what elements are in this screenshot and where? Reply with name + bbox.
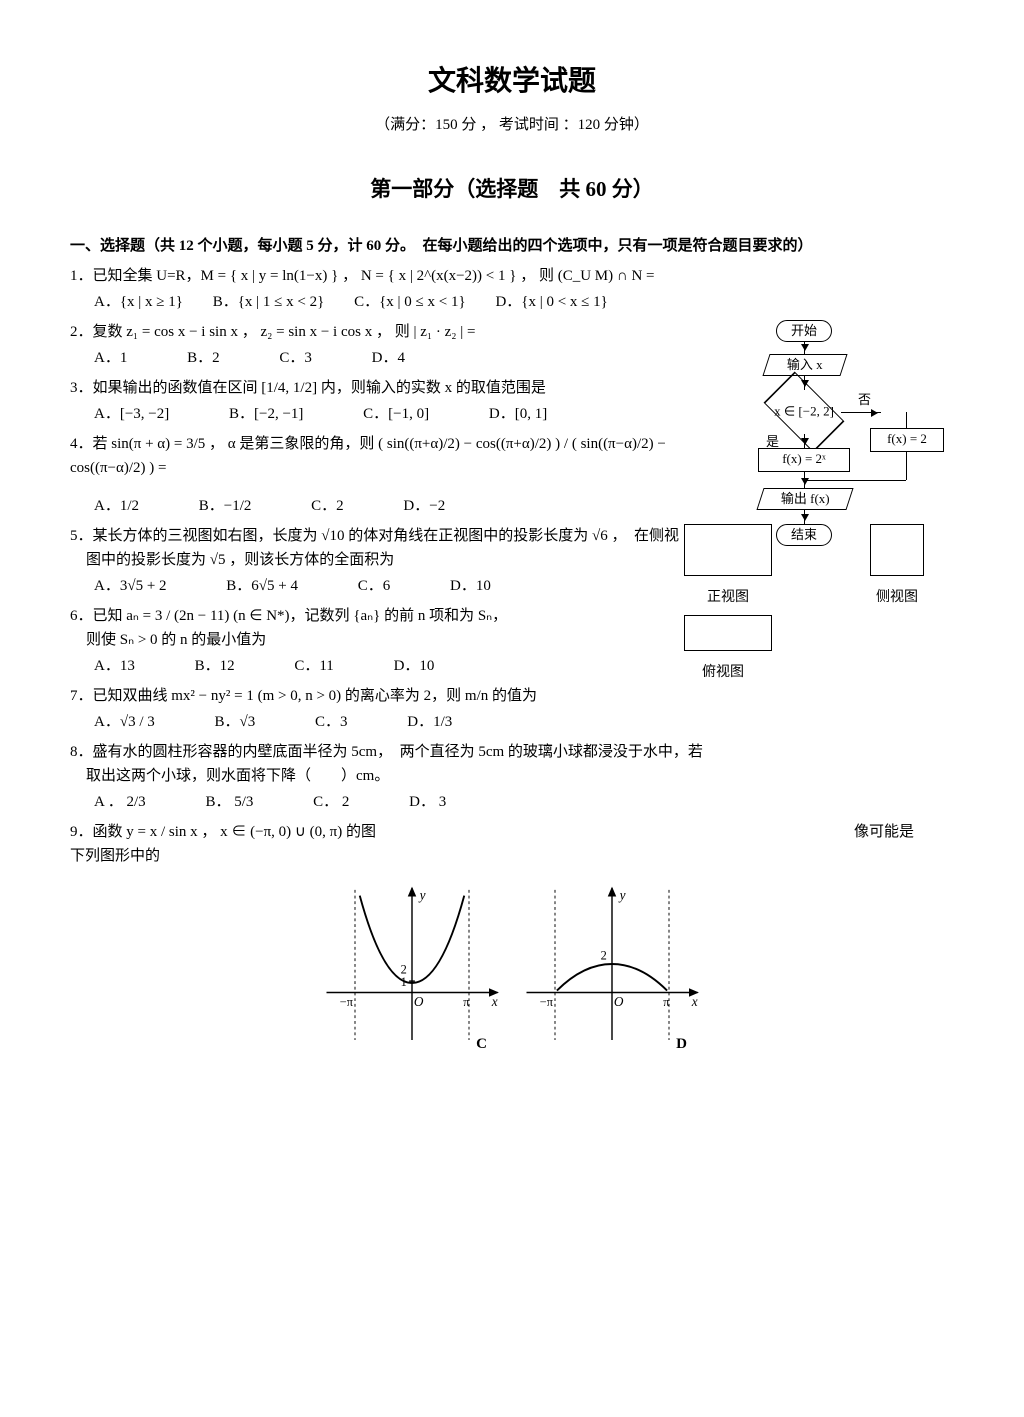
- q4-opt-d: D．−2: [403, 494, 445, 518]
- q2-opt-b: B．2: [187, 346, 220, 370]
- q5-opt-c: C．6: [358, 574, 391, 598]
- q7-opt-a: A．√3 / 3: [94, 710, 155, 734]
- q8-opt-c: C． 2: [313, 790, 349, 814]
- q5-text2: 图中的投影长度为 √5 ，则该长方体的全面积为: [86, 548, 694, 572]
- q9-graphs: y x O −π π 2 1 C y x O −π π: [70, 874, 954, 1054]
- svg-text:y: y: [418, 888, 426, 903]
- section-instructions: 一、选择题（共 12 个小题，每小题 5 分，计 60 分。 在每小题给出的四个…: [70, 234, 954, 258]
- q2-opt-c: C．3: [279, 346, 312, 370]
- q3-opt-c: C．[−1, 0]: [363, 402, 429, 426]
- q7-opt-b: B．√3: [214, 710, 255, 734]
- q4-text: 4．若 sin(π + α) = 3/5 ， α 是第三象限的角，则 ( sin…: [70, 432, 734, 492]
- q6-text2: 则使 Sₙ > 0 的 n 的最小值为: [86, 628, 694, 652]
- q5-opt-b: B．6√5 + 4: [226, 574, 298, 598]
- q2-opt-d: D．4: [372, 346, 405, 370]
- svg-text:x: x: [691, 994, 698, 1009]
- q7-options: A．√3 / 3 B．√3 C．3 D．1/3: [94, 710, 954, 734]
- page-subtitle: （满分：150 分 ， 考试时间 ：120 分钟）: [70, 113, 954, 137]
- q1-opt-b: B．{x | 1 ≤ x < 2}: [213, 290, 325, 314]
- svg-text:−π: −π: [540, 995, 554, 1009]
- q5-opt-d: D．10: [450, 574, 491, 598]
- q9-text3: 下列图形中的: [70, 844, 954, 868]
- part-title: 第一部分（选择题 共 60 分）: [70, 173, 954, 207]
- q8-opt-d: D． 3: [409, 790, 446, 814]
- svg-text:x: x: [491, 994, 498, 1009]
- q1-opt-a: A．{x | x ≥ 1}: [94, 290, 183, 314]
- q9-text2: 像可能是: [854, 820, 914, 844]
- q9-graph-d-label: D: [676, 1032, 687, 1056]
- q4-opt-c: C．2: [311, 494, 344, 518]
- question-5: 5．某长方体的三视图如右图，长度为 √10 的体对角线在正视图中的投影长度为 √…: [70, 524, 954, 598]
- q8-opt-a: A ． 2/3: [94, 790, 146, 814]
- question-7: 7．已知双曲线 mx² − ny² = 1 (m > 0, n > 0) 的离心…: [70, 684, 954, 734]
- q2-options: A．1 B．2 C．3 D．4: [94, 346, 734, 370]
- question-6: 6．已知 aₙ = 3 / (2n − 11) (n ∈ N*)，记数列 {aₙ…: [70, 604, 954, 678]
- q6-options: A．13 B．12 C．11 D．10: [94, 654, 694, 678]
- q1-text: 1．已知全集 U=R，M = { x | y = ln(1−x) } ， N =…: [70, 264, 954, 288]
- q3-opt-a: A．[−3, −2]: [94, 402, 169, 426]
- q3-options: A．[−3, −2] B．[−2, −1] C．[−1, 0] D．[0, 1]: [94, 402, 734, 426]
- q9-graph-c-label: C: [476, 1032, 487, 1056]
- q6-text1: 6．已知 aₙ = 3 / (2n − 11) (n ∈ N*)，记数列 {aₙ…: [70, 604, 694, 628]
- question-8: 8．盛有水的圆柱形容器的内壁底面半径为 5cm， 两个直径为 5cm 的玻璃小球…: [70, 740, 954, 814]
- q9-graph-d: y x O −π π 2 D: [517, 874, 707, 1054]
- q8-text2: 取出这两个小球，则水面将下降（ ）cm。: [86, 764, 954, 788]
- question-2: 2．复数 z₁ = cos x − i sin x ， z₂ = sin x −…: [70, 320, 954, 370]
- question-1: 1．已知全集 U=R，M = { x | y = ln(1−x) } ， N =…: [70, 264, 954, 314]
- q1-opt-c: C．{x | 0 ≤ x < 1}: [354, 290, 466, 314]
- q2-opt-a: A．1: [94, 346, 127, 370]
- q7-text: 7．已知双曲线 mx² − ny² = 1 (m > 0, n > 0) 的离心…: [70, 684, 954, 708]
- q6-opt-b: B．12: [195, 654, 235, 678]
- q3-text: 3．如果输出的函数值在区间 [1/4, 1/2] 内，则输入的实数 x 的取值范…: [70, 376, 734, 400]
- svg-text:2: 2: [601, 949, 607, 963]
- q1-opt-d: D．{x | 0 < x ≤ 1}: [495, 290, 607, 314]
- question-4: 4．若 sin(π + α) = 3/5 ， α 是第三象限的角，则 ( sin…: [70, 432, 954, 518]
- svg-text:1: 1: [401, 975, 407, 989]
- q6-opt-d: D．10: [394, 654, 435, 678]
- q4-opt-a: A．1/2: [94, 494, 139, 518]
- q8-opt-b: B． 5/3: [205, 790, 253, 814]
- q1-options: A．{x | x ≥ 1} B．{x | 1 ≤ x < 2} C．{x | 0…: [94, 290, 954, 314]
- q7-opt-c: C．3: [315, 710, 348, 734]
- q5-options: A．3√5 + 2 B．6√5 + 4 C．6 D．10: [94, 574, 694, 598]
- q8-options: A ． 2/3 B． 5/3 C． 2 D． 3: [94, 790, 954, 814]
- svg-text:O: O: [614, 994, 624, 1009]
- q5-text1: 5．某长方体的三视图如右图，长度为 √10 的体对角线在正视图中的投影长度为 √…: [70, 524, 694, 548]
- q8-text1: 8．盛有水的圆柱形容器的内壁底面半径为 5cm， 两个直径为 5cm 的玻璃小球…: [70, 740, 954, 764]
- q9-text1: 9．函数 y = x / sin x ， x ∈ (−π, 0) ∪ (0, π…: [70, 820, 376, 844]
- svg-text:O: O: [414, 994, 424, 1009]
- q6-opt-a: A．13: [94, 654, 135, 678]
- svg-text:π: π: [463, 995, 470, 1009]
- q9-graph-c: y x O −π π 2 1 C: [317, 874, 507, 1054]
- q3-opt-b: B．[−2, −1]: [229, 402, 303, 426]
- svg-text:π: π: [663, 995, 670, 1009]
- svg-text:−π: −π: [340, 995, 354, 1009]
- q6-opt-c: C．11: [294, 654, 333, 678]
- q7-opt-d: D．1/3: [407, 710, 452, 734]
- question-3: 3．如果输出的函数值在区间 [1/4, 1/2] 内，则输入的实数 x 的取值范…: [70, 376, 954, 426]
- q5-opt-a: A．3√5 + 2: [94, 574, 167, 598]
- question-9: 9．函数 y = x / sin x ， x ∈ (−π, 0) ∪ (0, π…: [70, 820, 954, 1054]
- page-title: 文科数学试题: [70, 60, 954, 105]
- q2-text: 2．复数 z₁ = cos x − i sin x ， z₂ = sin x −…: [70, 320, 734, 344]
- q3-opt-d: D．[0, 1]: [489, 402, 547, 426]
- svg-text:y: y: [618, 888, 626, 903]
- q4-opt-b: B．−1/2: [199, 494, 252, 518]
- q4-options: A．1/2 B．−1/2 C．2 D．−2: [94, 494, 734, 518]
